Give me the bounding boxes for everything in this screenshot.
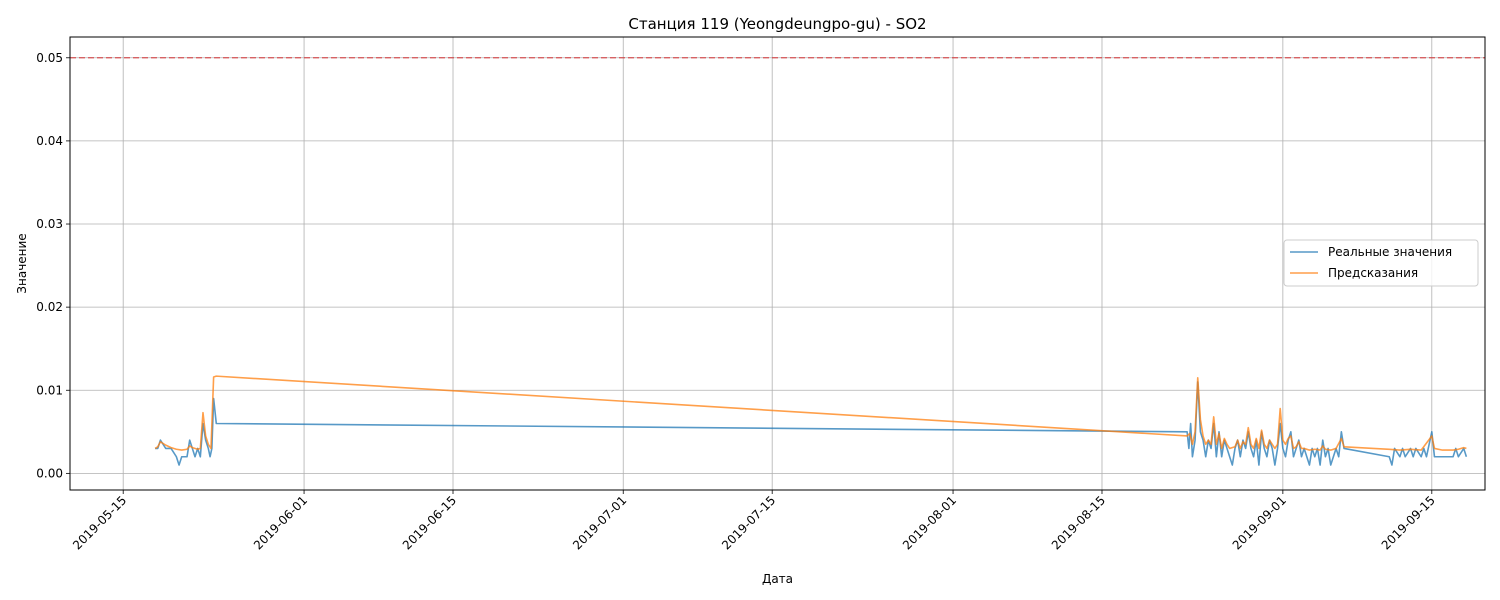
chart-title: Станция 119 (Yeongdeungpo-gu) - SO2 (628, 15, 926, 33)
y-tick-label: 0.01 (36, 383, 63, 397)
y-axis-label: Значение (15, 233, 29, 293)
y-axis: 0.00 0.01 0.02 0.03 0.04 0.05 (36, 51, 70, 480)
legend-label-predicted: Предсказания (1328, 266, 1418, 280)
legend-label-real: Реальные значения (1328, 245, 1452, 259)
legend-box (1283, 239, 1479, 287)
series-layer (154, 375, 1468, 466)
y-tick-label: 0.02 (36, 300, 63, 314)
y-tick-label: 0.03 (36, 217, 63, 231)
legend: Реальные значения Предсказания (1283, 239, 1479, 287)
y-tick-label: 0.00 (36, 466, 63, 480)
series-line-predicted (154, 375, 1467, 451)
plot-frame (69, 36, 1486, 491)
y-tick-label: 0.04 (36, 134, 63, 148)
y-tick-label: 0.05 (36, 51, 63, 65)
x-axis-label: Дата (762, 572, 793, 586)
